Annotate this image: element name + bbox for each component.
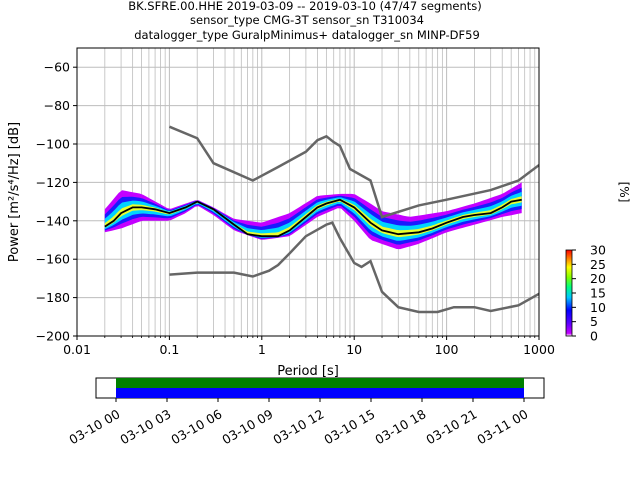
colorbar	[565, 249, 573, 337]
x-tick-label: 0.1	[159, 342, 179, 357]
axis-ticks: 0.01 0.1 1 10 100 1000 −60 −80 −100 −120 −140 −160 −…	[36, 60, 555, 357]
y-tick-label: −140	[36, 213, 70, 228]
grid-lines	[77, 48, 539, 336]
colorbar-tick-label: 0	[590, 329, 598, 344]
chart-title-line-1: BK.SFRE.00.HHE 2019-03-09 -- 2019-03-10 …	[128, 0, 482, 13]
y-tick-label: −200	[36, 329, 70, 344]
y-tick-label: −160	[36, 252, 70, 267]
coverage-tick-label: 03-11 00	[474, 406, 530, 447]
colorbar-tick-label: 5	[590, 314, 598, 329]
y-tick-label: −60	[44, 60, 70, 75]
noise-model-low	[169, 221, 539, 314]
ppsd-spread-high-probability	[104, 191, 522, 241]
coverage-tick-label: 03-10 03	[117, 406, 173, 447]
colorbar-label: [%]	[617, 182, 631, 203]
x-tick-label: 1	[258, 342, 266, 357]
coverage-bar-green	[116, 378, 524, 388]
ppsd-heatmap	[104, 125, 539, 314]
y-axis-label: Power [m²/s⁴/Hz] [dB]	[7, 122, 22, 262]
coverage-tick-label: 03-10 00	[66, 406, 122, 447]
x-tick-label: 100	[435, 342, 459, 357]
x-axis-label: Period [s]	[277, 364, 339, 379]
x-tick-label: 10	[346, 342, 362, 357]
plot-frame	[76, 47, 540, 337]
colorbar-tick-label: 30	[590, 243, 606, 258]
colorbar-tick-label: 10	[590, 300, 606, 315]
x-tick-label: 0.01	[63, 342, 91, 357]
y-tick-label: −100	[36, 137, 70, 152]
plot-area	[77, 48, 539, 336]
colorbar-tick-label: 25	[590, 257, 606, 272]
chart-title-line-2: sensor_type CMG-3T sensor_sn T310034	[190, 13, 424, 27]
coverage-tick-label: 03-10 15	[321, 406, 377, 447]
coverage-tick-label: 03-10 18	[372, 406, 428, 447]
colorbar-tick-label: 15	[590, 286, 606, 301]
coverage-bar-blue	[116, 388, 524, 398]
ppsd-mode-curve	[104, 198, 522, 238]
colorbar-tick-label: 20	[590, 271, 606, 286]
x-tick-label: 1000	[523, 342, 555, 357]
coverage-tick-label: 03-10 06	[168, 406, 224, 447]
coverage-tick-label: 03-10 21	[423, 406, 479, 447]
noise-model-high	[168, 125, 539, 219]
y-tick-label: −120	[36, 175, 70, 190]
y-tick-label: −80	[44, 98, 70, 113]
coverage-tick-label: 03-10 09	[219, 406, 275, 447]
y-tick-label: −180	[36, 290, 70, 305]
coverage-tick-label: 03-10 12	[270, 406, 326, 447]
chart-title-line-3: datalogger_type GuralpMinimus+ datalogge…	[134, 28, 480, 42]
